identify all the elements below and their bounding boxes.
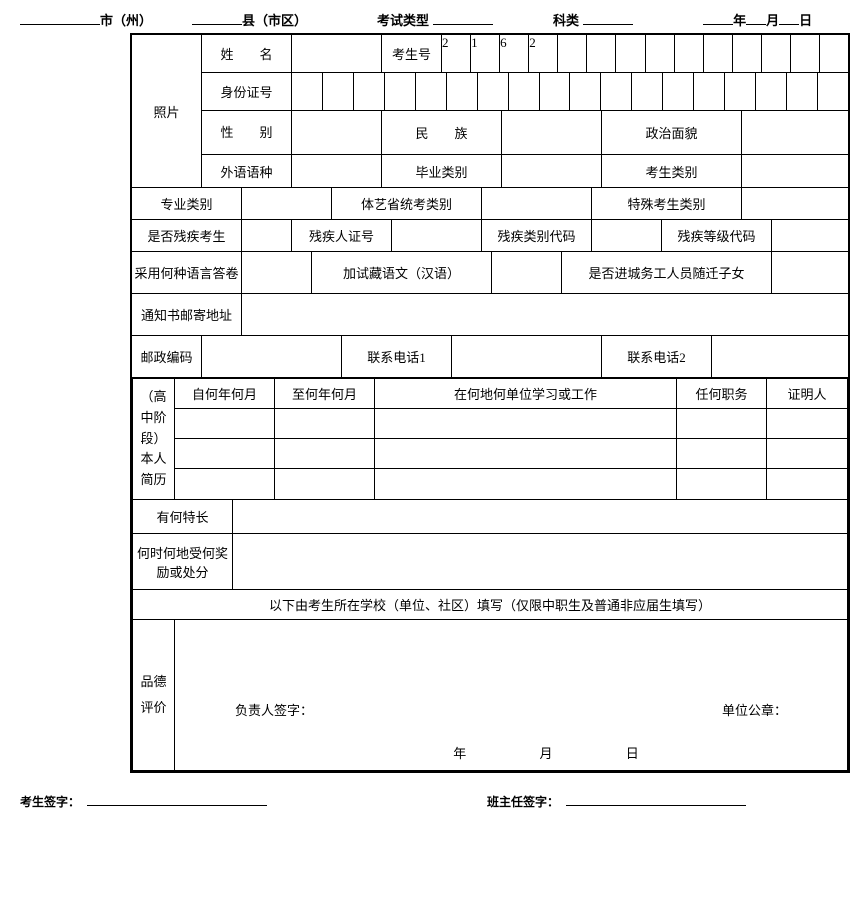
date-year: 年 [733,10,746,29]
resume-row[interactable] [175,469,847,499]
resume-where: 在何地何单位学习或工作 [375,379,677,408]
tibetan-value[interactable] [492,252,562,293]
footer-sigs: 考生签字： 班主任签字： [20,793,843,810]
header-line: 市（州） 县（市区） 考试类型 科类 年 月 日 [20,10,843,29]
examno-label: 考生号 [382,35,442,72]
political-label: 政治面貌 [602,111,742,154]
political-value[interactable] [742,111,848,154]
disabled-value[interactable] [242,220,292,251]
photo-label: 照片 [153,102,179,121]
sex-label: 性 别 [202,111,292,154]
ethnic-label: 民 族 [382,111,502,154]
artprov-label: 体艺省统考类别 [332,188,482,219]
migrant-label: 是否进城务工人员随迁子女 [562,252,772,293]
teacher-sign-line[interactable] [566,794,746,806]
idcard-grid[interactable] [292,73,848,110]
disabled-label: 是否残疾考生 [132,220,242,251]
mailaddr-value[interactable] [242,294,848,335]
discode-value[interactable] [592,220,662,251]
postcode-label: 邮政编码 [132,336,202,377]
resume-witness: 证明人 [767,379,847,408]
examno-d3: 6 [500,35,529,72]
resume-to: 至何年何月 [275,379,375,408]
resume-position: 任何职务 [677,379,767,408]
discode-label: 残疾类别代码 [482,220,592,251]
dislevel-label: 残疾等级代码 [662,220,772,251]
mailaddr-label: 通知书邮寄地址 [132,294,242,335]
resume-row[interactable] [175,439,847,469]
examno-d2: 1 [471,35,500,72]
exam-type-label: 考试类型 [377,10,429,29]
school-note: 以下由考生所在学校（单位、社区）填写（仅限中职生及普通非应届生填写） [133,590,847,619]
name-label: 姓 名 [202,35,292,72]
major-value[interactable] [242,188,332,219]
artprov-value[interactable] [482,188,592,219]
tibetan-label: 加试藏语文（汉语） [312,252,492,293]
moral-date: 年 月 日 [175,743,847,762]
major-label: 专业类别 [132,188,242,219]
ethnic-value[interactable] [502,111,602,154]
gradtype-value[interactable] [502,155,602,187]
lang-value[interactable] [242,252,312,293]
examno-d4: 2 [529,35,558,72]
specialty-value[interactable] [233,500,847,533]
city-suffix: 市（州） [100,10,152,29]
teacher-sign-label: 班主任签字： [487,795,559,809]
special-value[interactable] [742,188,848,219]
foreign-value[interactable] [292,155,382,187]
special-label: 特殊考生类别 [592,188,742,219]
examno-grid[interactable]: 2 1 6 2 [442,35,848,72]
main-form: 照片 姓 名 考生号 2 1 6 2 身份证号 [130,33,850,773]
sex-value[interactable] [292,111,382,154]
phone1-label: 联系电话1 [342,336,452,377]
postcode-value[interactable] [202,336,342,377]
moral-side: 品德评价 [133,620,175,770]
phone2-label: 联系电话2 [602,336,712,377]
date-month: 月 [766,10,779,29]
disid-value[interactable] [392,220,482,251]
gradtype-label: 毕业类别 [382,155,502,187]
phone2-value[interactable] [712,336,848,377]
dislevel-value[interactable] [772,220,848,251]
candtype-label: 考生类别 [602,155,742,187]
subject-label: 科类 [553,10,579,29]
disid-label: 残疾人证号 [292,220,392,251]
lang-label: 采用何种语言答卷 [132,252,242,293]
moral-signer: 负责人签字： [235,700,313,719]
foreign-label: 外语语种 [202,155,292,187]
resume-from: 自何年何月 [175,379,275,408]
specialty-label: 有何特长 [133,500,233,533]
date-day: 日 [799,10,812,29]
phone1-value[interactable] [452,336,602,377]
photo-cell: 照片 [132,35,202,187]
county-suffix: 县（市区） [242,10,307,29]
awards-label: 何时何地受何奖励或处分 [133,534,233,589]
resume-row[interactable] [175,409,847,439]
candtype-value[interactable] [742,155,848,187]
idcard-label: 身份证号 [202,73,292,110]
examno-d1: 2 [442,35,471,72]
awards-value[interactable] [233,534,847,589]
cand-sign-line[interactable] [87,794,267,806]
migrant-value[interactable] [772,252,848,293]
cand-sign-label: 考生签字： [20,795,80,809]
name-value[interactable] [292,35,382,72]
resume-side: （高中阶段）本人简历 [133,379,175,499]
moral-stamp: 单位公章： [722,700,787,719]
moral-body[interactable]: 负责人签字： 单位公章： 年 月 日 [175,620,847,770]
